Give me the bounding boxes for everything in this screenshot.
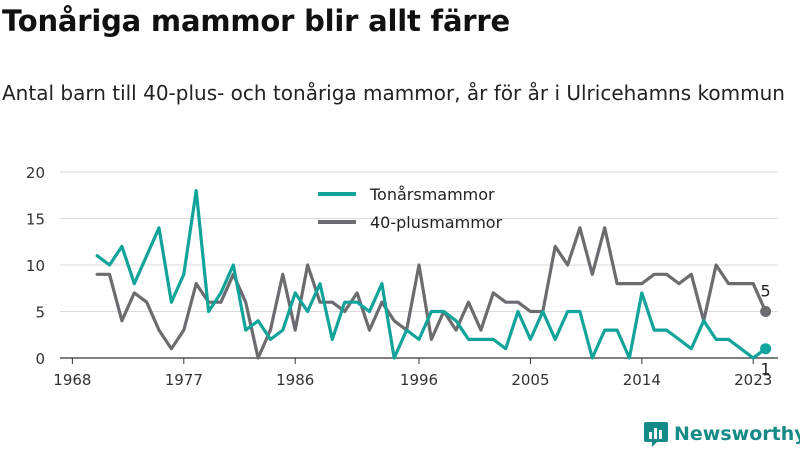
legend: Tonårsmammor 40-plusmammor (318, 185, 503, 232)
x-tick-label: 1968 (53, 371, 91, 389)
series-line-40-plusmammor (95, 226, 768, 360)
y-tick-label: 0 (35, 350, 45, 368)
chart-subtitle: Antal barn till 40-plus- och tonåriga ma… (2, 81, 785, 105)
legend-label: 40-plusmammor (370, 213, 503, 232)
brand-name: Newsworthy (674, 423, 800, 445)
series-lines (95, 189, 768, 360)
y-tick-label: 15 (26, 211, 45, 229)
bar-chart-icon (644, 422, 668, 447)
y-tick-label: 10 (26, 257, 45, 275)
x-axis-ticks: 1968 1977 1986 1996 2005 2014 2023 (53, 358, 772, 389)
series-endpoints: 15 (760, 282, 772, 379)
x-tick-label: 2014 (623, 371, 661, 389)
chart-title: Tonåriga mammor blir allt färre (2, 4, 510, 38)
endpoint-marker (760, 343, 772, 355)
endpoint-marker (760, 306, 772, 317)
y-axis-ticks: 0 5 10 15 20 (26, 164, 45, 368)
series-line-tonarsmammor (95, 189, 768, 360)
x-tick-label: 1986 (276, 371, 314, 389)
y-tick-label: 5 (35, 304, 45, 322)
x-tick-label: 1996 (400, 371, 438, 389)
newsworthy-logo: Newsworthy (644, 420, 800, 448)
endpoint-label: 1 (761, 360, 771, 379)
x-tick-label: 2023 (734, 371, 772, 389)
x-tick-label: 1977 (165, 371, 203, 389)
y-tick-label: 20 (26, 164, 45, 182)
x-tick-label: 2005 (511, 371, 549, 389)
legend-label: Tonårsmammor (369, 185, 495, 204)
endpoint-label: 5 (761, 282, 771, 301)
